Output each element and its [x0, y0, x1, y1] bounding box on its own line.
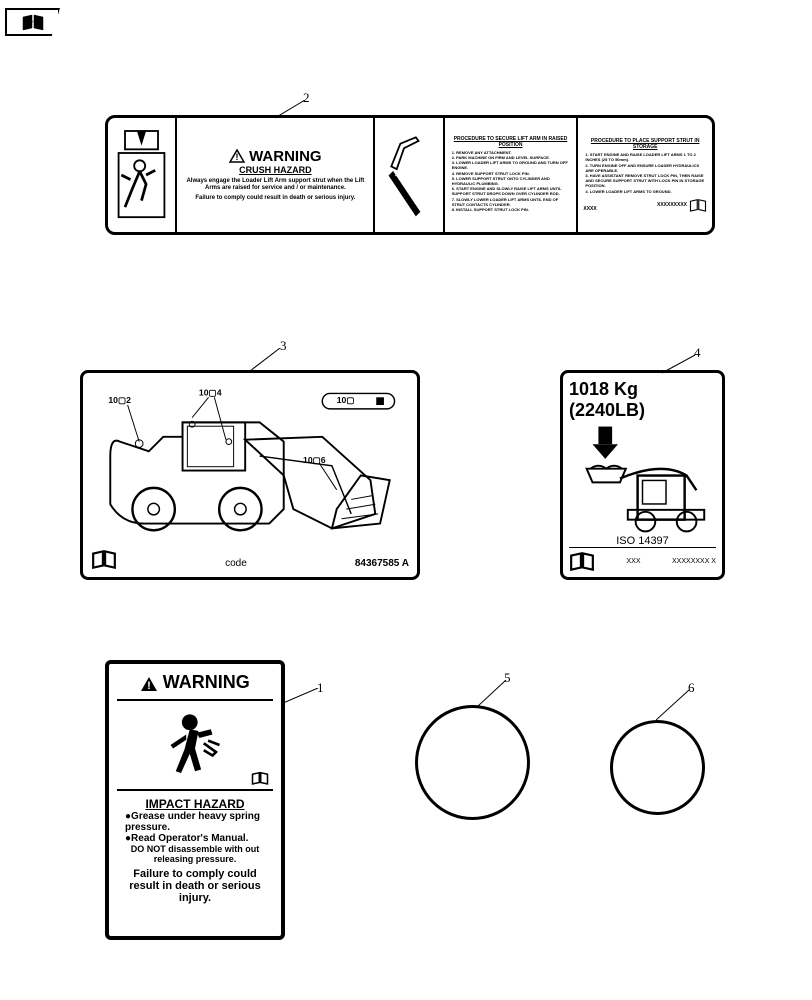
blank-circle-6: [610, 720, 705, 815]
decal2-footer-code: XXXX: [583, 206, 596, 212]
warning-word: WARNING: [249, 148, 322, 165]
proc2-title: PROCEDURE TO PLACE SUPPORT STRUT IN STOR…: [583, 138, 707, 150]
decal1-body: IMPACT HAZARD ●Grease under heavy spring…: [117, 791, 273, 904]
strut-icon: [384, 128, 434, 223]
book-icon: [689, 198, 707, 212]
warning-triangle-icon: !: [229, 149, 245, 163]
blank-circle-5: [415, 705, 530, 820]
weight-lb: (2240LB): [569, 400, 716, 421]
proc2-list: 1. START ENGINE AND RAISE LOADER LIFT AR…: [583, 150, 707, 196]
bullet2: ●Read Operator's Manual.: [117, 833, 273, 844]
svg-text:10▢: 10▢: [337, 395, 355, 405]
leader-1: [283, 688, 321, 706]
loader-diagram: 10▢2 10▢4 10▢ 10▢6: [91, 381, 409, 536]
svg-text:10▢4: 10▢4: [199, 387, 222, 397]
decal2-footer-pn: XXXXXXXXX: [657, 202, 687, 208]
decal4-footer-r: XXXXXXXX X: [672, 558, 716, 565]
warning-body1: Always engage the Loader Lift Arm suppor…: [182, 178, 368, 192]
bullet1: ●Grease under heavy spring pressure.: [117, 811, 273, 833]
decal3-footer: code 84367585 A: [91, 549, 409, 569]
corner-badge: [5, 8, 60, 36]
impact-hazard-decal: ! WARNING IMPACT HAZARD ●Grease under he…: [105, 660, 285, 940]
leader-6: [656, 690, 691, 722]
capacity-decal: 1018 Kg (2240LB) ISO 14397 XXX XXXXXXXX …: [560, 370, 725, 580]
decal4-footer-l: XXX: [627, 558, 641, 565]
capacity-loader-icon: [569, 421, 716, 535]
decal1-title: WARNING: [163, 672, 250, 692]
svg-text:!: !: [147, 680, 151, 692]
svg-text:10▢2: 10▢2: [108, 395, 131, 405]
impact-person-icon: [160, 705, 230, 785]
leader-5: [478, 680, 508, 708]
strut-pictogram-panel: [375, 118, 444, 232]
lubrication-decal: 10▢2 10▢4 10▢ 10▢6 code: [80, 370, 420, 580]
iso-text: ISO 14397: [569, 535, 716, 547]
procedure2-panel: PROCEDURE TO PLACE SUPPORT STRUT IN STOR…: [578, 118, 712, 232]
decal3-pn: 84367585 A: [355, 558, 409, 569]
weight-kg: 1018 Kg: [569, 379, 716, 400]
noact-text: DO NOT disassemble with out releasing pr…: [117, 844, 273, 864]
procedure1-panel: PROCEDURE TO SECURE LIFT ARM IN RAISED P…: [445, 118, 579, 232]
crush-person-icon: [114, 125, 169, 225]
crush-pictogram-panel: [108, 118, 177, 232]
book-icon: [91, 549, 117, 569]
svg-text:!: !: [236, 152, 239, 162]
book-icon: [251, 771, 269, 785]
proc1-list: 1. REMOVE ANY ATTACHMENT. 2. PARK MACHIN…: [450, 148, 572, 214]
impact-pictogram: [117, 701, 273, 791]
warning-text-panel: ! WARNING CRUSH HAZARD Always engage the…: [177, 118, 375, 232]
warning-body2: Failure to comply could result in death …: [195, 195, 355, 202]
decal1-header: ! WARNING: [117, 672, 273, 701]
impact-hazard-title: IMPACT HAZARD: [117, 797, 273, 811]
book-icon: [569, 551, 595, 571]
decal4-footer: XXX XXXXXXXX X: [569, 547, 716, 571]
decal3-code: code: [225, 558, 247, 569]
manual-book-icon: [21, 13, 45, 31]
crush-subtitle: CRUSH HAZARD: [239, 165, 312, 175]
proc1-title: PROCEDURE TO SECURE LIFT ARM IN RAISED P…: [450, 136, 572, 148]
fail-text: Failure to comply could result in death …: [117, 868, 273, 904]
warning-triangle-icon: !: [140, 676, 158, 692]
crush-hazard-decal: ! WARNING CRUSH HAZARD Always engage the…: [105, 115, 715, 235]
